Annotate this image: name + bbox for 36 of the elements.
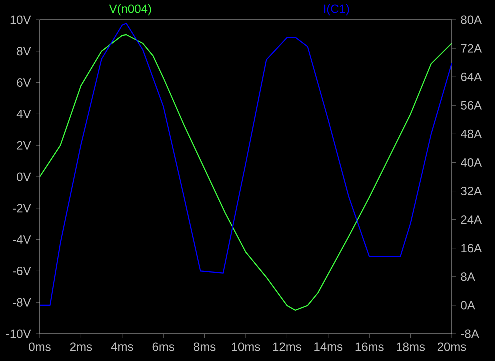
y2-tick-label: 32A [461,187,482,196]
y-tick-label: 2V [17,141,32,150]
x-tick-label: 0ms [29,342,51,352]
y-tick-label: -6V [13,266,32,276]
y2-tick-label: 40A [460,158,482,167]
y-tick-label: 6V [17,78,32,88]
y2-tick-label: 16A [462,244,482,253]
y2-tick-label: 48A [460,130,482,138]
y-tick-label: 10V [10,16,32,24]
text: I(C1) [324,4,350,16]
y-tick-label: 8V [17,47,32,56]
y2-tick-label: 80A [461,16,482,24]
y-tick-label: -4V [13,236,32,244]
x-tick-label: 20ms [438,342,466,352]
y-tick-label: -10V [6,330,32,338]
y2-tick-label: 24A [461,216,482,224]
x-tick-label: 8ms [194,342,216,352]
y2-tick-label: 64A [461,72,482,82]
y2-tick-label: -8A [461,330,480,338]
y2-tick-label: 56A [461,101,482,110]
y-tick-label: 0V [17,172,32,182]
x-tick-label: 16ms [356,342,384,352]
y-tick-label: -8V [13,298,32,307]
y2-tick-label: 8A [461,272,476,282]
x-tick-label: 14ms [314,342,343,352]
y2-tick-label: 72A [461,44,482,53]
y2-tick-label: 0A [461,301,476,310]
y-tick-label: 4V [16,110,32,118]
y-tick-label: -2V [13,204,32,213]
x-tick-label: 4ms [111,342,134,352]
x-tick-label: 6ms [152,342,174,352]
series-label: V(n004) [109,4,152,16]
x-tick-label: 18ms [397,342,426,352]
x-tick-label: 2ms [70,342,92,352]
x-tick-label: 12ms [273,342,302,352]
x-tick-label: 10ms [232,342,260,352]
